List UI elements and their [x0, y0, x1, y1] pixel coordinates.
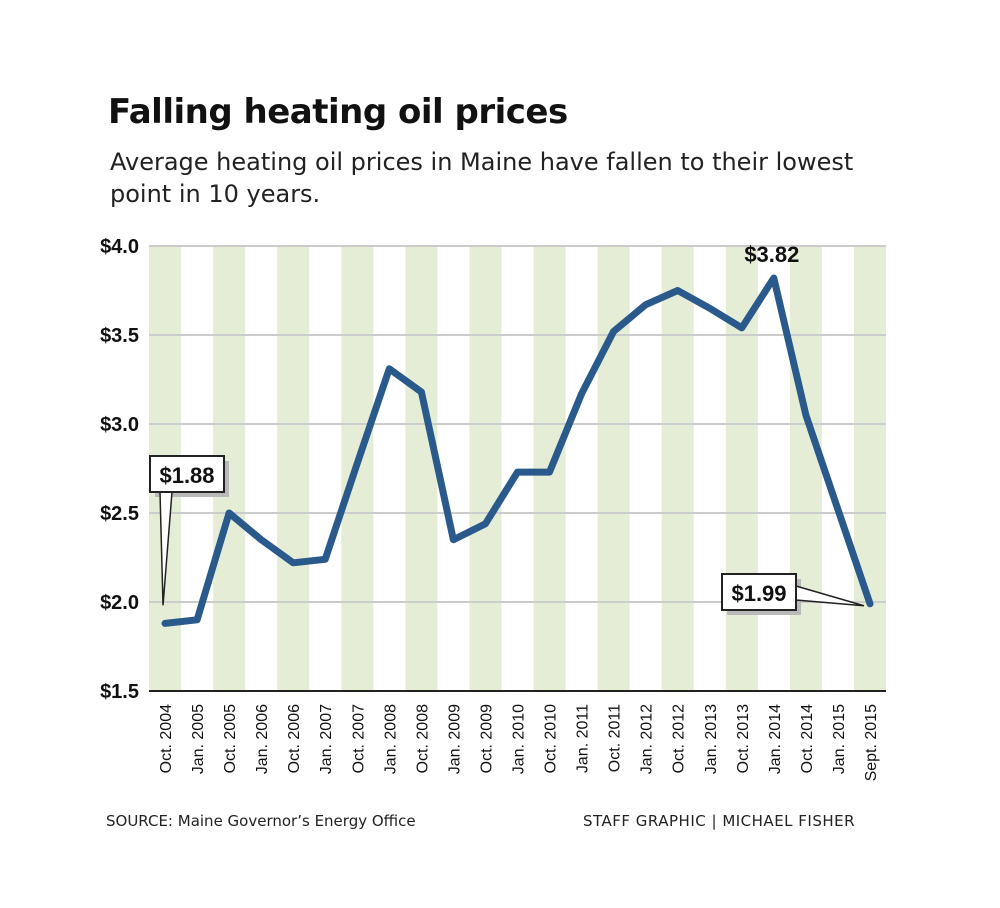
y-tick-label: $2.0 — [100, 592, 139, 614]
column-band — [277, 246, 310, 691]
column-band — [469, 246, 502, 691]
y-tick-label: $2.5 — [100, 503, 139, 525]
x-tick-label: Jan. 2005 — [190, 704, 207, 774]
callout-box — [721, 573, 797, 611]
y-axis-ticks: $4.0 $3.5 $3.0 $2.5 $2.0 $1.5 — [100, 236, 139, 703]
callout-label: $1.99 — [731, 581, 786, 606]
x-tick-label: Jan. 2008 — [382, 704, 399, 774]
x-tick-label: Oct. 2005 — [222, 704, 239, 773]
source-note: SOURCE: Maine Governor’s Energy Office — [106, 812, 416, 830]
x-tick-label: Jan. 2015 — [831, 704, 848, 774]
x-tick-label: Oct. 2009 — [478, 704, 495, 773]
chart-subtitle: Average heating oil prices in Maine have… — [110, 148, 854, 208]
x-tick-label: Jan. 2011 — [575, 704, 592, 773]
x-tick-label: Jan. 2014 — [767, 704, 784, 774]
x-tick-label: Jan. 2009 — [446, 704, 463, 774]
chart-title: Falling heating oil prices — [108, 92, 568, 132]
x-axis-ticks: Oct. 2004 Jan. 2005 Oct. 2005 Jan. 2006 Oct.… — [158, 704, 880, 782]
callout-label: $3.82 — [744, 242, 799, 267]
column-band — [405, 246, 438, 691]
price-series — [161, 274, 874, 627]
y-tick-label: $3.0 — [100, 414, 139, 436]
series-line — [161, 274, 874, 627]
x-tick-label: Sept. 2015 — [863, 704, 880, 782]
x-tick-label: Oct. 2010 — [543, 704, 560, 773]
callout-2: $1.99 — [721, 573, 865, 615]
staff-credit: STAFF GRAPHIC | MICHAEL FISHER — [583, 812, 856, 830]
x-tick-label: Oct. 2011 — [607, 704, 624, 772]
callout-box — [149, 455, 225, 493]
column-bands — [149, 246, 886, 691]
x-tick-label: Oct. 2012 — [671, 704, 688, 773]
column-band — [661, 246, 694, 691]
x-tick-label: Jan. 2010 — [511, 704, 528, 774]
callout-1: $3.82 — [744, 242, 799, 267]
y-tick-label: $1.5 — [100, 681, 139, 703]
x-tick-label: Jan. 2006 — [254, 704, 271, 774]
x-tick-label: Oct. 2008 — [414, 704, 431, 773]
x-tick-label: Oct. 2007 — [350, 704, 367, 773]
x-tick-label: Jan. 2013 — [703, 704, 720, 774]
x-tick-label: Jan. 2007 — [318, 704, 335, 774]
column-band — [853, 246, 886, 691]
y-tick-label: $3.5 — [100, 325, 139, 347]
y-tick-label: $4.0 — [100, 236, 139, 258]
x-tick-label: Oct. 2004 — [158, 704, 175, 773]
x-tick-label: Oct. 2013 — [735, 704, 752, 773]
column-band — [789, 246, 822, 691]
callout-0: $1.88 — [149, 455, 229, 606]
x-tick-label: Oct. 2014 — [799, 704, 816, 773]
callouts: $1.88 $3.82 $1.99 — [149, 242, 865, 615]
column-band — [597, 246, 630, 691]
callout-label: $1.88 — [159, 463, 214, 488]
x-tick-label: Oct. 2006 — [286, 704, 303, 773]
x-tick-label: Jan. 2012 — [639, 704, 656, 774]
